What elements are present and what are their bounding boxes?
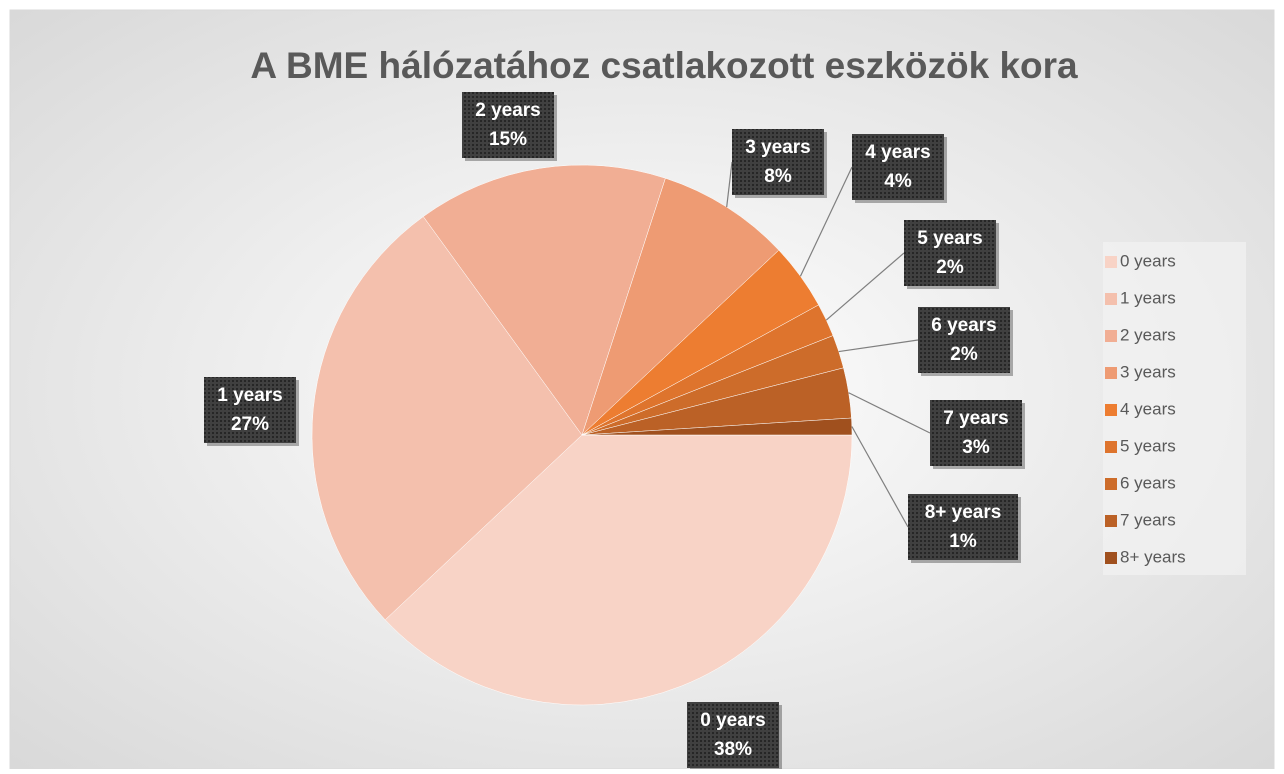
pie-slice [384, 434, 853, 706]
legend-label: 6 years [1120, 473, 1176, 492]
data-label-box [732, 129, 824, 195]
data-label-value: 15% [489, 129, 527, 150]
legend-label: 2 years [1120, 325, 1176, 344]
legend-label: 1 years [1120, 288, 1176, 307]
legend-swatch [1105, 404, 1117, 416]
data-label-name: 8+ years [925, 502, 1002, 523]
leader-line [799, 166, 853, 277]
legend-label: 8+ years [1120, 547, 1186, 566]
pie-slice [422, 164, 666, 436]
data-label-value: 1% [949, 531, 977, 552]
leader-line [726, 161, 733, 208]
legend-label: 3 years [1120, 362, 1176, 381]
leader-line [848, 392, 931, 434]
legend-label: 4 years [1120, 399, 1176, 418]
data-label-value: 4% [884, 171, 912, 192]
data-label-box [930, 400, 1022, 466]
data-label-value: 2% [936, 257, 964, 278]
data-label-box [462, 92, 554, 158]
chart-title: A BME hálózatához csatlakozott eszközök … [250, 45, 1078, 86]
leader-line [825, 252, 905, 321]
legend-swatch [1105, 330, 1117, 342]
data-label-name: 5 years [917, 228, 983, 249]
data-label-name: 7 years [943, 408, 1009, 429]
data-label-name: 4 years [865, 142, 931, 163]
data-label-value: 2% [950, 344, 978, 365]
data-label-box [918, 307, 1010, 373]
legend-swatch [1105, 293, 1117, 305]
data-label-box [908, 494, 1018, 560]
legend-swatch [1105, 256, 1117, 268]
data-label-box [852, 134, 944, 200]
legend-swatch [1105, 552, 1117, 564]
legend-label: 5 years [1120, 436, 1176, 455]
leader-line [838, 339, 919, 353]
data-label-box [204, 377, 296, 443]
pie-slice [311, 216, 583, 621]
legend-swatch [1105, 441, 1117, 453]
data-label-value: 3% [962, 437, 990, 458]
legend-swatch [1105, 367, 1117, 379]
legend-label: 7 years [1120, 510, 1176, 529]
data-label-value: 8% [764, 166, 792, 187]
data-label-name: 0 years [700, 710, 766, 731]
legend-label: 0 years [1120, 251, 1176, 270]
leader-line [851, 426, 909, 528]
data-label-value: 27% [231, 414, 269, 435]
data-label-box [687, 702, 779, 768]
legend [1103, 242, 1246, 575]
data-label-name: 3 years [745, 137, 811, 158]
data-label-box [904, 220, 996, 286]
data-label-name: 6 years [931, 315, 997, 336]
legend-swatch [1105, 515, 1117, 527]
data-label-name: 2 years [475, 100, 541, 121]
data-label-value: 38% [714, 739, 752, 760]
data-label-name: 1 years [217, 385, 283, 406]
legend-swatch [1105, 478, 1117, 490]
